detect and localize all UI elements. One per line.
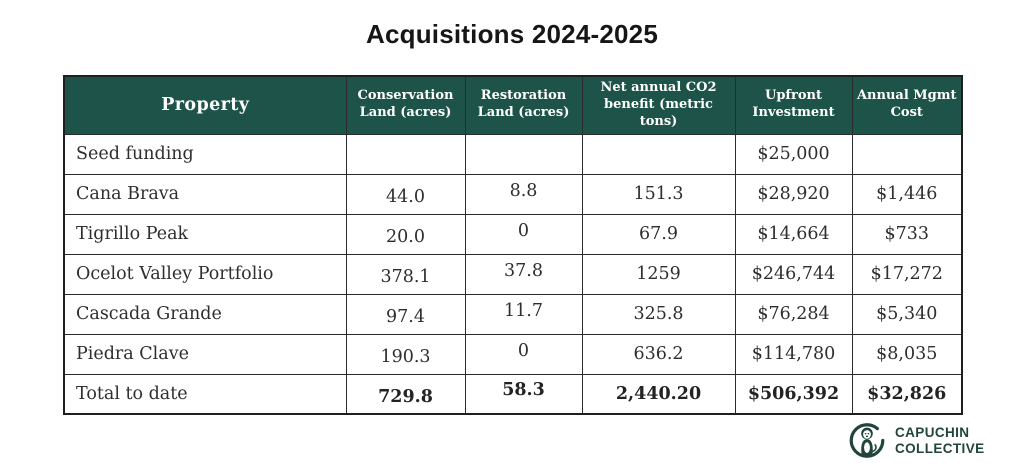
column-header-co2-benefit: Net annual CO2 benefit (metric tons)	[581, 75, 736, 135]
table-cell	[345, 133, 466, 175]
table-cell: 58.3	[464, 373, 583, 415]
table-cell: 0	[464, 213, 583, 255]
table-cell	[581, 133, 736, 175]
table-row: Ocelot Valley Portfolio 378.1 37.8 1259 …	[63, 253, 963, 295]
table-cell: $5,340	[851, 293, 963, 335]
column-header-property: Property	[63, 75, 347, 135]
table-row: Piedra Clave 190.3 0 636.2 $114,780 $8,0…	[63, 333, 963, 375]
table-cell	[851, 133, 963, 175]
capuchin-collective-logo: CAPUCHIN COLLECTIVE	[848, 419, 985, 462]
table-cell: 8.8	[464, 173, 583, 215]
logo-line-1: CAPUCHIN	[895, 424, 970, 440]
table-cell: $1,446	[851, 173, 963, 215]
property-cell: Piedra Clave	[63, 333, 347, 375]
table-cell: $506,392	[734, 373, 853, 415]
property-cell: Tigrillo Peak	[63, 213, 347, 255]
table-cell: 729.8	[345, 373, 466, 415]
table-cell: 0	[464, 333, 583, 375]
table-cell: 97.4	[345, 293, 466, 335]
table-cell: $114,780	[734, 333, 853, 375]
property-cell: Ocelot Valley Portfolio	[63, 253, 347, 295]
table-cell: $246,744	[734, 253, 853, 295]
property-cell: Seed funding	[63, 133, 347, 175]
property-cell: Total to date	[63, 373, 347, 415]
table-header-row: Property Conservation Land (acres) Resto…	[63, 75, 963, 135]
table-cell: $28,920	[734, 173, 853, 215]
table-cell: 67.9	[581, 213, 736, 255]
column-header-annual-mgmt-cost: Annual Mgmt Cost	[851, 75, 963, 135]
table-cell: $14,664	[734, 213, 853, 255]
table-cell: 37.8	[464, 253, 583, 295]
table-cell: 20.0	[345, 213, 466, 255]
table-row: Seed funding $25,000	[63, 133, 963, 175]
table-cell: $733	[851, 213, 963, 255]
table-cell: 151.3	[581, 173, 736, 215]
table-cell: 325.8	[581, 293, 736, 335]
logo-wordmark: CAPUCHIN COLLECTIVE	[895, 425, 985, 457]
table-cell: 190.3	[345, 333, 466, 375]
table-row: Cascada Grande 97.4 11.7 325.8 $76,284 $…	[63, 293, 963, 335]
table-cell: 636.2	[581, 333, 736, 375]
table-cell: 378.1	[345, 253, 466, 295]
column-header-upfront-investment: Upfront Investment	[734, 75, 853, 135]
table-cell: 1259	[581, 253, 736, 295]
table-cell: $76,284	[734, 293, 853, 335]
table-row-total: Total to date 729.8 58.3 2,440.20 $506,3…	[63, 373, 963, 415]
table-cell: $25,000	[734, 133, 853, 175]
capuchin-monkey-ring-icon	[849, 423, 885, 458]
column-header-conservation-land: Conservation Land (acres)	[345, 75, 466, 135]
table-cell	[464, 133, 583, 175]
table-cell: $17,272	[851, 253, 963, 295]
page-title: Acquisitions 2024-2025	[366, 19, 658, 49]
logo-line-2: COLLECTIVE	[895, 440, 985, 456]
property-cell: Cascada Grande	[63, 293, 347, 335]
acquisitions-table: Property Conservation Land (acres) Resto…	[63, 75, 963, 416]
table-cell: 2,440.20	[581, 373, 736, 415]
table-cell: $8,035	[851, 333, 963, 375]
table-row: Cana Brava 44.0 8.8 151.3 $28,920 $1,446	[63, 173, 963, 215]
property-cell: Cana Brava	[63, 173, 347, 215]
table-cell: 44.0	[345, 173, 466, 215]
table-cell: $32,826	[851, 373, 963, 415]
table-cell: 11.7	[464, 293, 583, 335]
column-header-restoration-land: Restoration Land (acres)	[464, 75, 583, 135]
table-row: Tigrillo Peak 20.0 0 67.9 $14,664 $733	[63, 213, 963, 255]
